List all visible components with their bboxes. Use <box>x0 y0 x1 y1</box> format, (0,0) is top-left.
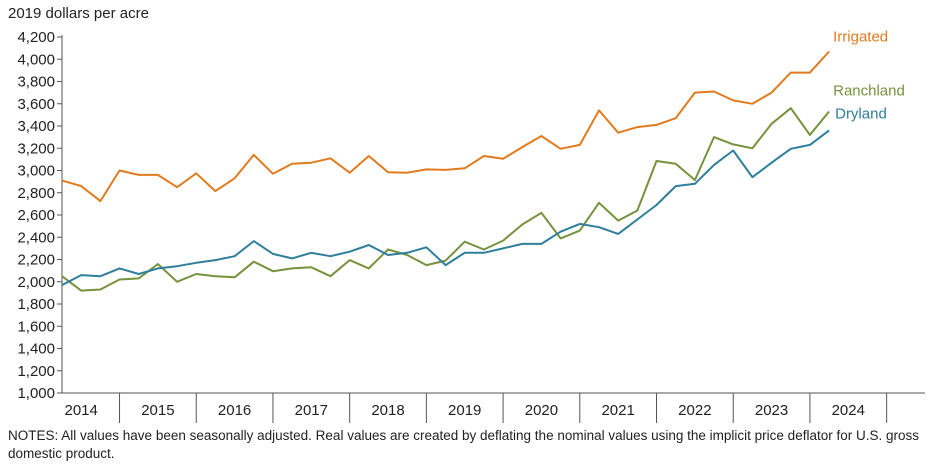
x-tick-label: 2022 <box>678 402 711 419</box>
y-tick-label: 1,400 <box>17 341 55 358</box>
x-tick-label: 2021 <box>601 402 634 419</box>
series-labels: Irrigated Ranchland Dryland <box>833 28 905 122</box>
y-tick-label: 3,200 <box>17 140 55 157</box>
series-label-irrigated: Irrigated <box>833 28 888 45</box>
x-tick-label: 2018 <box>371 402 404 419</box>
x-tick-label: 2024 <box>832 402 865 419</box>
y-tick-label: 1,800 <box>17 296 55 313</box>
x-axis: 2014 2015 2016 2017 2018 2019 2020 2021 2022 2023… <box>64 393 888 423</box>
y-tick-label: 2,400 <box>17 229 55 246</box>
y-axis-title: 2019 dollars per acre <box>8 5 149 22</box>
line-chart: 2019 dollars per acre 1,000 1,200 1,400 1,6… <box>8 5 925 423</box>
y-tick-label: 4,000 <box>17 51 55 68</box>
chart-notes: NOTES: All values have been seasonally a… <box>8 428 919 461</box>
x-tick-label: 2023 <box>755 402 788 419</box>
x-tick-label: 2016 <box>218 402 251 419</box>
y-tick-label: 4,200 <box>17 29 55 46</box>
y-tick-label: 1,000 <box>17 385 55 402</box>
y-tick-label: 2,200 <box>17 252 55 269</box>
x-tick-label: 2015 <box>141 402 174 419</box>
series-label-dryland: Dryland <box>835 105 887 122</box>
series-line-dryland <box>61 129 830 286</box>
y-tick-label: 3,400 <box>17 118 55 135</box>
y-axis: 1,000 1,200 1,400 1,600 1,800 2,000 2,200 2,400… <box>17 29 62 402</box>
y-tick-label: 3,600 <box>17 96 55 113</box>
series-line-irrigated <box>61 50 830 203</box>
y-tick-label: 1,200 <box>17 363 55 380</box>
x-tick-label: 2014 <box>64 402 97 419</box>
y-tick-label: 2,000 <box>17 274 55 291</box>
series-line-ranchland <box>61 107 830 292</box>
y-tick-label: 2,800 <box>17 185 55 202</box>
axes <box>61 35 925 394</box>
y-tick-label: 3,800 <box>17 74 55 91</box>
y-tick-label: 1,600 <box>17 318 55 335</box>
x-tick-label: 2020 <box>525 402 558 419</box>
series-lines <box>61 50 830 292</box>
y-tick-label: 3,000 <box>17 163 55 180</box>
y-tick-label: 2,600 <box>17 207 55 224</box>
x-tick-label: 2017 <box>295 402 328 419</box>
x-tick-label: 2019 <box>448 402 481 419</box>
series-label-ranchland: Ranchland <box>833 83 905 100</box>
